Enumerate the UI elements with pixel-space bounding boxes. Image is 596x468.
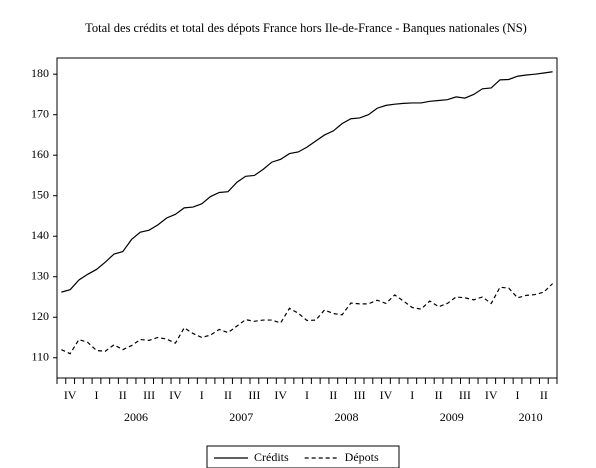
quarter-label: I — [516, 388, 520, 402]
quarter-label: I — [94, 388, 98, 402]
y-tick-label: 140 — [31, 228, 49, 242]
series-line — [61, 283, 554, 355]
quarter-label: II — [435, 388, 443, 402]
y-tick-label: 180 — [31, 66, 49, 80]
chart-title: Total des crédits et total des dépots Fr… — [85, 21, 527, 35]
year-label: 2008 — [334, 410, 358, 424]
quarter-label: II — [119, 388, 127, 402]
legend-box — [206, 445, 400, 468]
year-label: 2007 — [229, 410, 253, 424]
quarter-label: III — [248, 388, 260, 402]
quarter-label: II — [540, 388, 548, 402]
quarter-label: III — [354, 388, 366, 402]
y-tick-label: 170 — [31, 106, 49, 120]
series-line — [61, 71, 553, 293]
quarter-label: IV — [64, 388, 77, 402]
legend-label: Crédits — [254, 450, 289, 464]
quarter-label: II — [224, 388, 232, 402]
quarter-label: III — [143, 388, 155, 402]
year-label: 2006 — [124, 410, 148, 424]
quarter-label: I — [305, 388, 309, 402]
y-tick-label: 120 — [31, 309, 49, 323]
quarter-label: II — [329, 388, 337, 402]
y-tick-label: 110 — [31, 349, 49, 363]
quarter-label: I — [410, 388, 414, 402]
plot-frame — [56, 57, 558, 379]
y-tick-label: 160 — [31, 147, 49, 161]
year-label: 2010 — [519, 410, 543, 424]
quarter-label: I — [200, 388, 204, 402]
legend-label: Dépots — [345, 450, 379, 464]
quarter-label: IV — [274, 388, 287, 402]
quarter-label: IV — [380, 388, 393, 402]
year-label: 2009 — [440, 410, 464, 424]
quarter-label: IV — [169, 388, 182, 402]
y-tick-label: 150 — [31, 187, 49, 201]
quarter-label: IV — [485, 388, 498, 402]
y-tick-label: 130 — [31, 268, 49, 282]
quarter-label: III — [459, 388, 471, 402]
